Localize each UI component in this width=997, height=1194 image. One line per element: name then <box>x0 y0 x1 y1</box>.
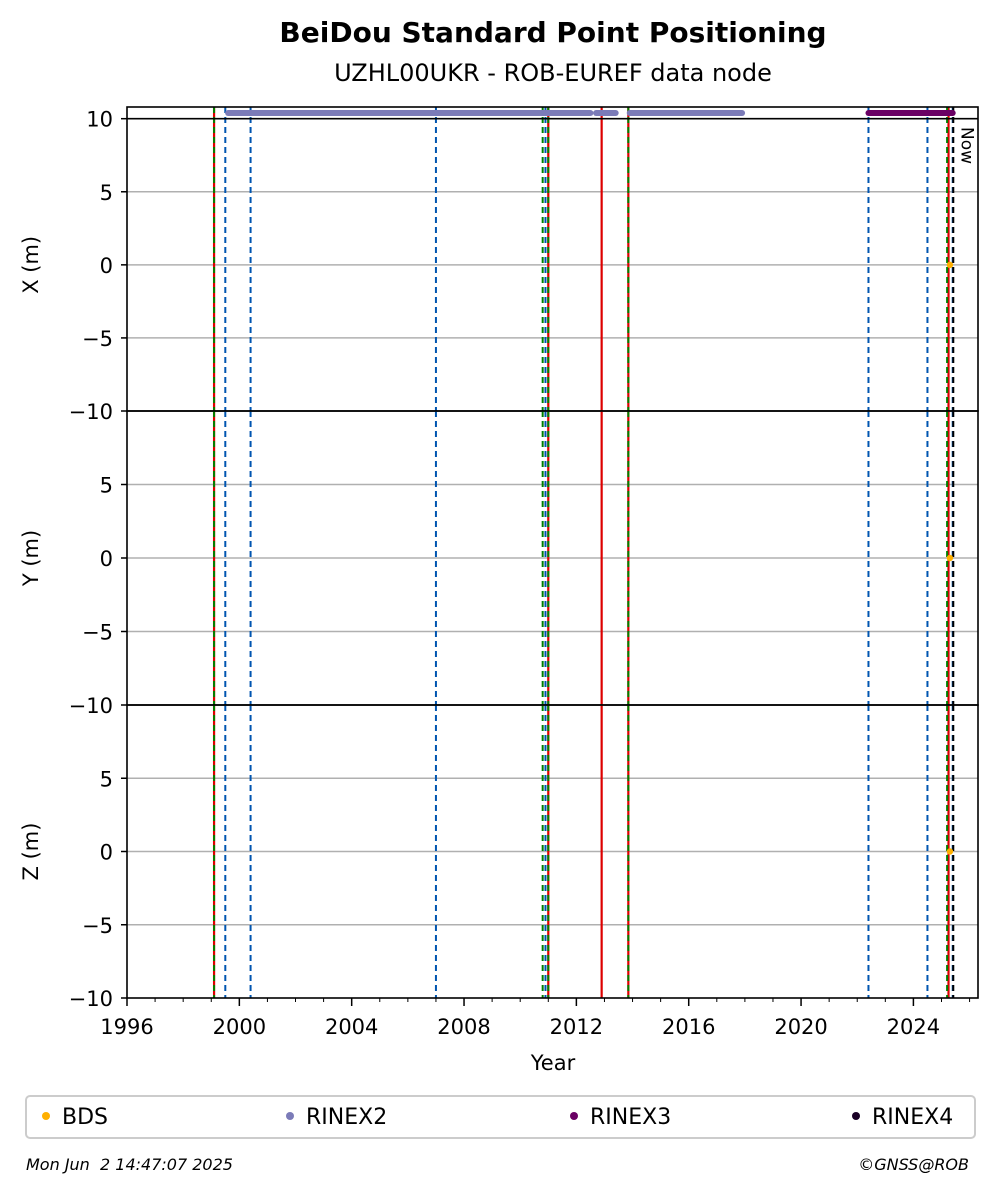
legend-label: RINEX4 <box>872 1105 953 1130</box>
legend-entry: RINEX2 <box>286 1105 387 1130</box>
legend-label: RINEX2 <box>306 1105 387 1130</box>
y-tick-label: −5 <box>82 914 113 938</box>
now-label: Now <box>956 127 976 164</box>
x-tick-label: 2004 <box>325 1015 378 1039</box>
x-tick-label: 1996 <box>100 1015 153 1039</box>
plot-area: 10 5 0 −5 −10 X (m) Now 5 0 −5 −10 Y (m) 5 0 −5 −10 Z (m… <box>19 106 979 1039</box>
panel-frame <box>126 704 979 999</box>
y-tick-label: 5 <box>100 181 113 205</box>
legend-marker <box>570 1112 578 1120</box>
panel-frame <box>126 106 979 412</box>
y-tick-label: 0 <box>100 841 113 865</box>
legend-label: BDS <box>62 1105 108 1130</box>
bds-point <box>946 848 954 855</box>
legend-box <box>25 1095 976 1139</box>
legend-marker <box>286 1112 294 1120</box>
x-tick-label: 2016 <box>662 1015 715 1039</box>
y-axis-label: Y (m) <box>19 530 43 587</box>
y-axis-label: X (m) <box>19 236 43 294</box>
chart-title: BeiDou Standard Point Positioning <box>279 16 826 49</box>
x-tick-label: 2020 <box>774 1015 827 1039</box>
y-tick-label: 5 <box>100 767 113 791</box>
x-tick-label: 2024 <box>887 1015 940 1039</box>
y-tick-label: −5 <box>82 327 113 351</box>
x-axis-label: Year <box>530 1051 576 1075</box>
y-tick-label: −10 <box>69 987 113 1011</box>
footer-copyright: ©GNSS@ROB <box>858 1155 969 1174</box>
y-tick-label: 10 <box>86 108 113 132</box>
legend-entry: BDS <box>42 1105 108 1130</box>
legend-label: RINEX3 <box>590 1105 671 1130</box>
chart-subtitle: UZHL00UKR - ROB-EUREF data node <box>334 59 772 87</box>
bds-point <box>946 554 954 562</box>
x-tick-label: 2012 <box>550 1015 603 1039</box>
y-tick-label: 5 <box>100 474 113 498</box>
y-tick-label: −5 <box>82 621 113 645</box>
footer-timestamp: Mon Jun 2 14:47:07 2025 <box>26 1155 233 1174</box>
y-axis-label: Z (m) <box>19 823 43 881</box>
legend-entry: RINEX4 <box>852 1105 953 1130</box>
legend-entry: RINEX3 <box>570 1105 671 1130</box>
x-tick-label: 2008 <box>437 1015 490 1039</box>
legend: BDS RINEX2 RINEX3 RINEX4 <box>25 1095 976 1139</box>
x-tick-label: 2000 <box>213 1015 266 1039</box>
y-tick-label: −10 <box>69 400 113 424</box>
legend-marker <box>42 1112 50 1120</box>
y-tick-label: 0 <box>100 547 113 571</box>
legend-marker <box>852 1112 860 1120</box>
y-tick-label: 0 <box>100 254 113 278</box>
bds-point <box>946 261 954 269</box>
y-tick-label: −10 <box>69 694 113 718</box>
